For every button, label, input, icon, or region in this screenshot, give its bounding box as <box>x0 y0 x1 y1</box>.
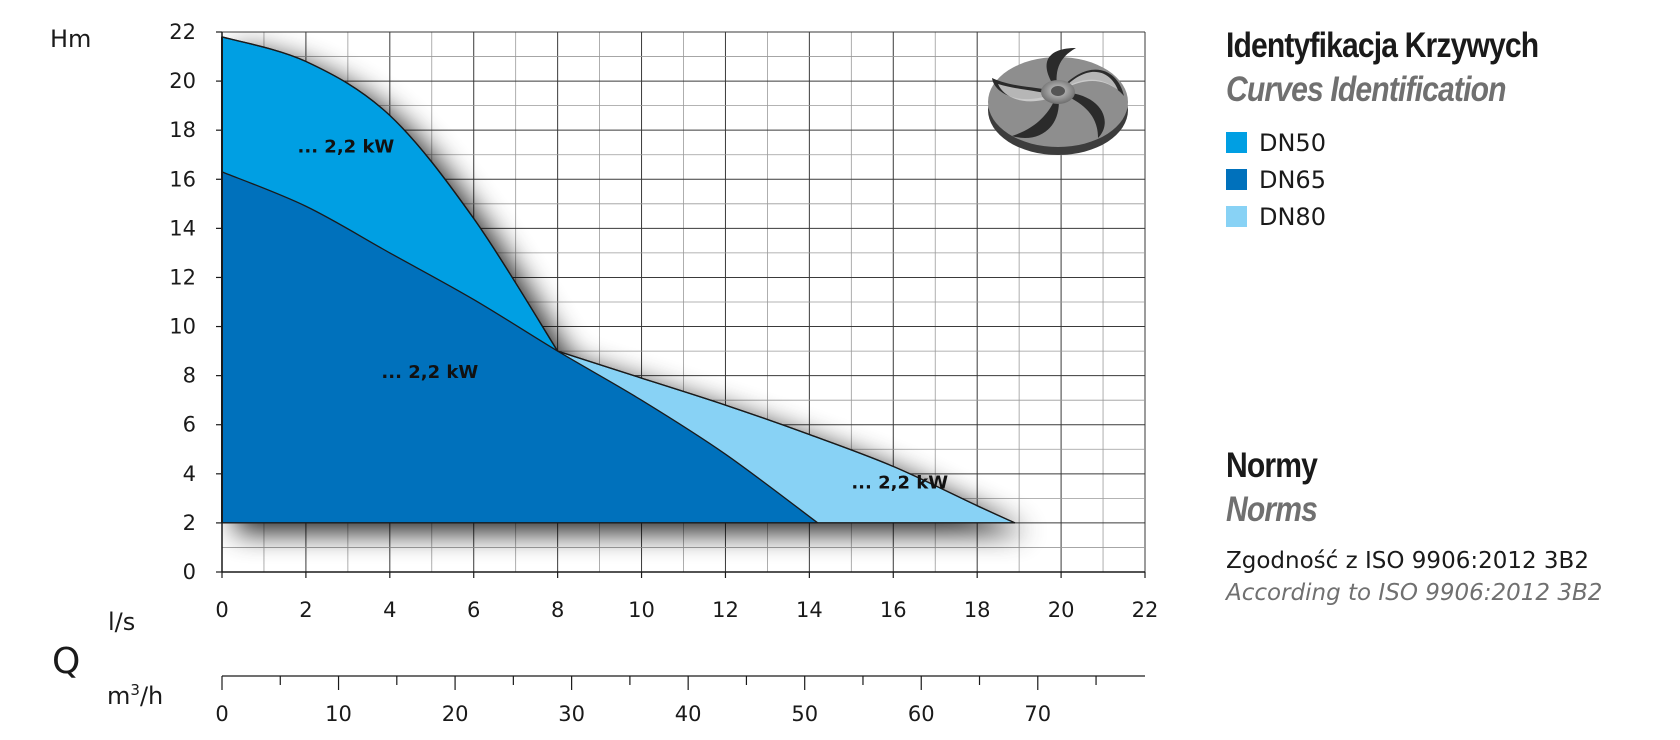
power-label-dn50: ... 2,2 kW <box>298 136 395 157</box>
y-tick-label: 22 <box>169 20 196 44</box>
area-dn65 <box>221 170 820 524</box>
legend-label-dn50: DN50 <box>1259 128 1326 157</box>
curve-line-dn80 <box>557 350 1016 524</box>
norm-text-en: According to ISO 9906:2012 3B2 <box>1226 580 1603 606</box>
power-label-dn65: ... 2,2 kW <box>381 362 478 383</box>
y-tick-label: 10 <box>169 315 196 339</box>
x-tick-label: 6 <box>467 598 480 622</box>
y-tick-label: 8 <box>183 364 196 388</box>
power-labels: ... 2,2 kW ... 2,2 kW ... 2,2 kW <box>298 136 949 493</box>
x-tick-label: 8 <box>551 598 564 622</box>
secondary-tick-label: 50 <box>791 702 818 726</box>
x-tick-label: 14 <box>796 598 823 622</box>
curves-title-en: Curves Identification <box>1226 70 1507 109</box>
y-axis-label: Hm <box>50 25 91 53</box>
impeller-icon <box>988 48 1128 155</box>
secondary-tick-label: 40 <box>675 702 702 726</box>
curves-identification-panel: Identyfikacja Krzywych Curves Identifica… <box>1226 26 1666 235</box>
y-tick-label: 16 <box>169 167 196 191</box>
y-tick-label: 4 <box>183 462 196 486</box>
legend-swatch-dn50 <box>1226 132 1247 153</box>
x-tick-label: 4 <box>383 598 396 622</box>
chart-axes: 0 2 4 6 8 10 12 14 16 18 20 22 0 2 4 6 8 10 12 14 16 18 20 22 Hm… <box>50 20 1158 726</box>
curve-areas <box>221 36 1016 524</box>
secondary-axis-label: m3/h <box>107 681 163 710</box>
legend-label-dn65: DN65 <box>1259 165 1326 194</box>
norm-text-pl: Zgodność z ISO 9906:2012 3B2 <box>1226 548 1589 574</box>
legend-swatch-dn65 <box>1226 169 1247 190</box>
legend-item-dn80: DN80 <box>1226 198 1666 235</box>
secondary-tick-label: 10 <box>325 702 352 726</box>
y-tick-label: 0 <box>183 560 196 584</box>
x-tick-label: 2 <box>299 598 312 622</box>
q-label: Q <box>52 641 80 682</box>
x-tick-label: 16 <box>880 598 907 622</box>
legend-item-dn50: DN50 <box>1226 124 1666 161</box>
legend-item-dn65: DN65 <box>1226 161 1666 198</box>
x-tick-label: 10 <box>628 598 655 622</box>
secondary-tick-label: 20 <box>442 702 469 726</box>
y-tick-label: 20 <box>169 69 196 93</box>
legend: DN50 DN65 DN80 <box>1226 124 1666 235</box>
x-tick-label: 12 <box>712 598 739 622</box>
secondary-tick-label: 30 <box>558 702 585 726</box>
y-tick-label: 14 <box>169 216 196 240</box>
norms-title-en: Norms <box>1226 490 1318 529</box>
curve-line-dn50 <box>221 36 559 352</box>
power-label-dn80: ... 2,2 kW <box>851 473 948 494</box>
norms-title-pl: Normy <box>1226 446 1318 485</box>
legend-label-dn80: DN80 <box>1259 202 1326 231</box>
curves-title-pl: Identyfikacja Krzywych <box>1226 26 1539 65</box>
y-tick-label: 2 <box>183 511 196 535</box>
x-tick-label: 20 <box>1048 598 1075 622</box>
secondary-tick-label: 70 <box>1024 702 1051 726</box>
norms-panel: Normy Norms Zgodność z ISO 9906:2012 3B2… <box>1226 446 1666 606</box>
x-tick-label: 0 <box>215 598 228 622</box>
y-tick-label: 6 <box>183 413 196 437</box>
x-tick-label: 22 <box>1132 598 1159 622</box>
y-tick-label: 12 <box>169 265 196 289</box>
pump-curve-chart: 0 2 4 6 8 10 12 14 16 18 20 22 0 2 4 6 8 10 12 14 16 18 20 22 Hm… <box>50 20 1158 726</box>
secondary-tick-label: 60 <box>908 702 935 726</box>
x-tick-label: 18 <box>964 598 991 622</box>
secondary-tick-label: 0 <box>215 702 228 726</box>
x-axis-label: l/s <box>108 608 135 636</box>
y-tick-label: 18 <box>169 118 196 142</box>
legend-swatch-dn80 <box>1226 206 1247 227</box>
